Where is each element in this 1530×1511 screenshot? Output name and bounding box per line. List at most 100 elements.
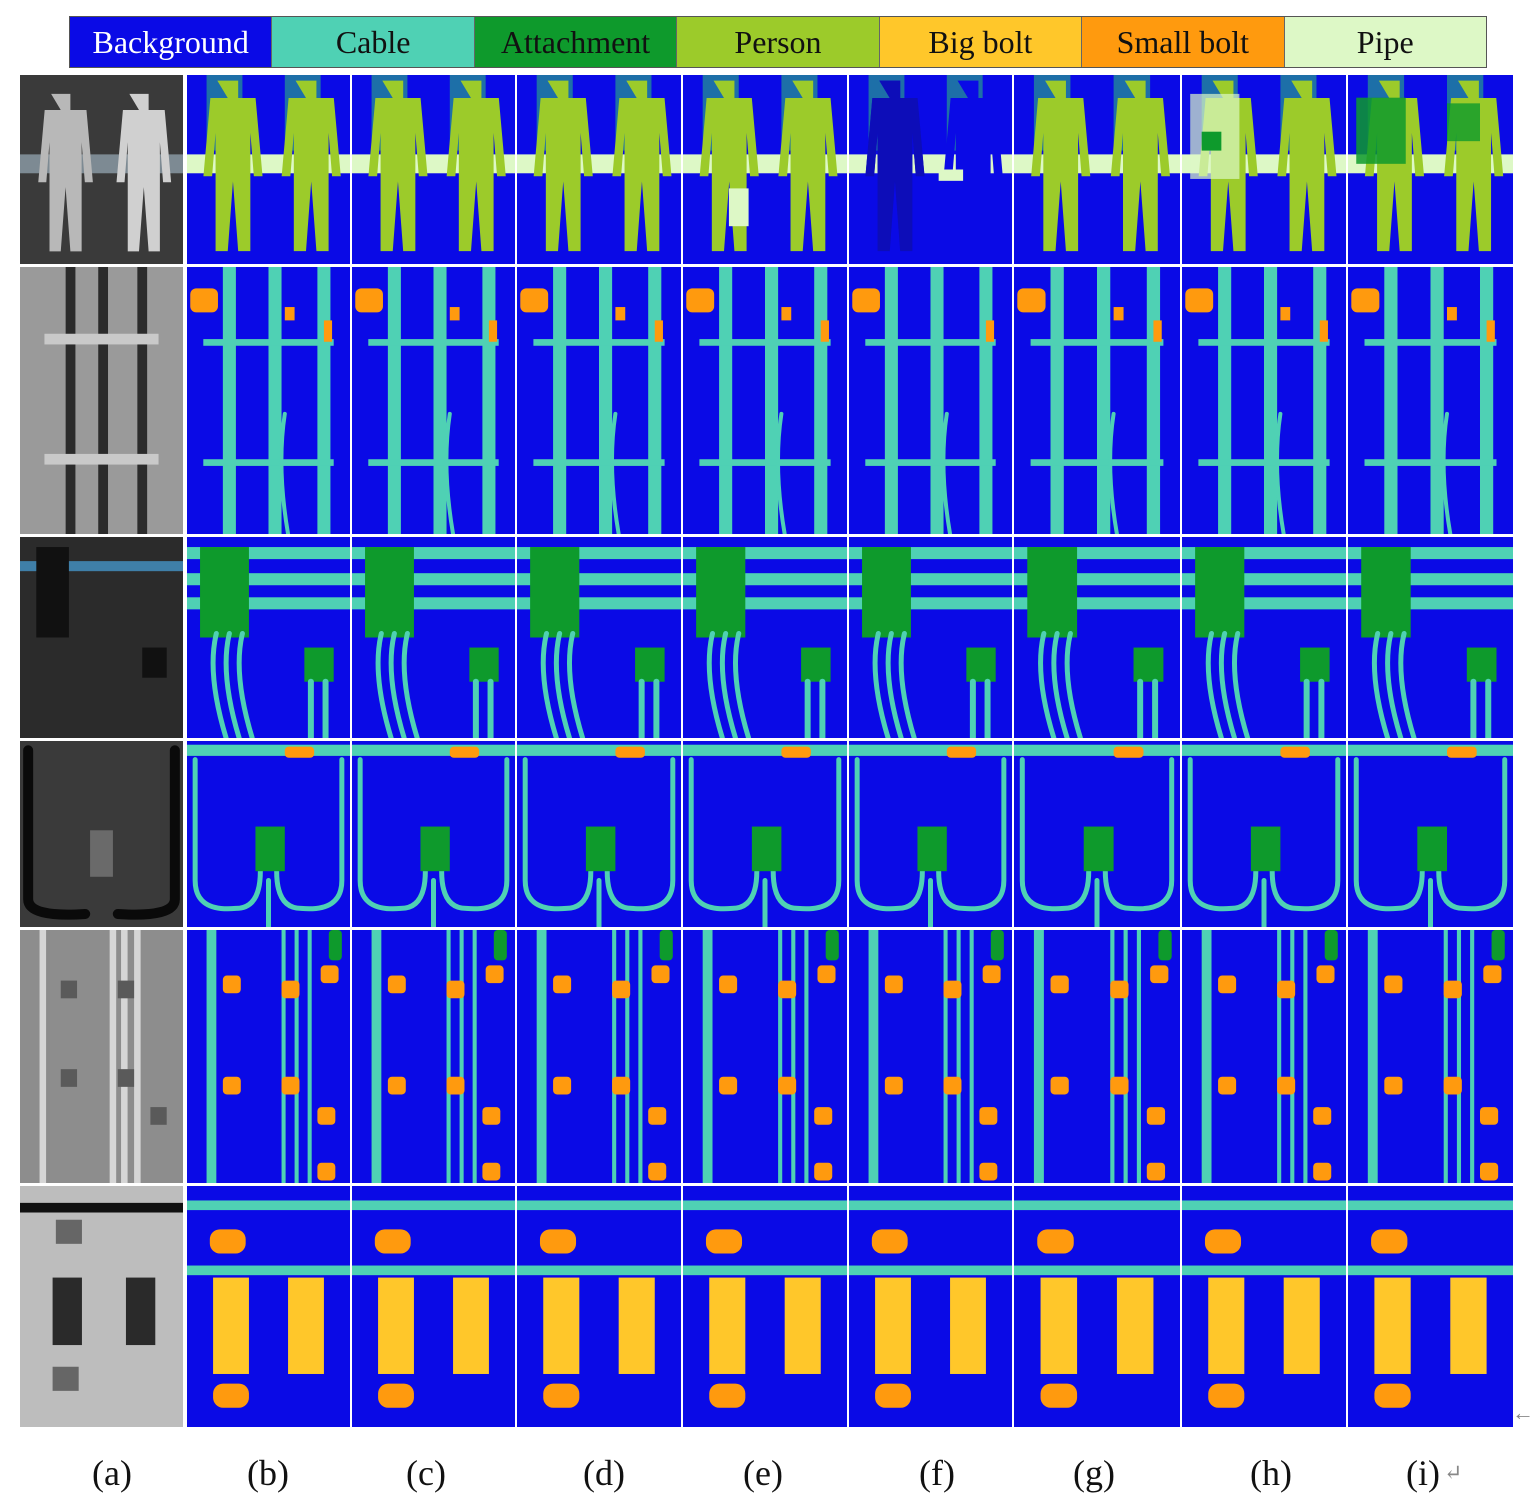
segmentation-mask-graphic bbox=[517, 267, 681, 534]
segmentation-result bbox=[1348, 75, 1513, 264]
segmentation-result bbox=[517, 930, 681, 1183]
segmentation-mask-graphic bbox=[187, 267, 350, 534]
segmentation-result bbox=[517, 267, 681, 534]
segmentation-mask-graphic bbox=[683, 930, 847, 1183]
segmentation-mask-graphic bbox=[517, 75, 681, 264]
column-caption: (c) bbox=[406, 1452, 446, 1494]
segmentation-result bbox=[849, 930, 1012, 1183]
legend-item-big-bolt: Big bolt bbox=[880, 17, 1082, 67]
segmentation-mask-graphic bbox=[1182, 267, 1346, 534]
input-image-graphic bbox=[20, 537, 183, 738]
segmentation-mask-graphic bbox=[1014, 537, 1180, 738]
segmentation-result bbox=[1182, 75, 1346, 264]
column-caption: (d) bbox=[583, 1452, 625, 1494]
segmentation-mask-graphic bbox=[1348, 1186, 1513, 1427]
segmentation-result bbox=[849, 537, 1012, 738]
segmentation-result bbox=[683, 537, 847, 738]
legend-item-background: Background bbox=[70, 17, 272, 67]
segmentation-result bbox=[1182, 537, 1346, 738]
input-image bbox=[20, 930, 183, 1183]
segmentation-mask-graphic bbox=[187, 75, 350, 264]
segmentation-mask-graphic bbox=[1182, 930, 1346, 1183]
input-image bbox=[20, 741, 183, 927]
segmentation-mask-graphic bbox=[187, 930, 350, 1183]
segmentation-mask-graphic bbox=[1348, 267, 1513, 534]
segmentation-mask-graphic bbox=[1014, 75, 1180, 264]
segmentation-result bbox=[1182, 1186, 1346, 1427]
segmentation-mask-graphic bbox=[1348, 930, 1513, 1183]
column-caption: (f) bbox=[919, 1452, 955, 1494]
input-image-graphic bbox=[20, 75, 183, 264]
scene-row-5 bbox=[20, 930, 1513, 1183]
segmentation-result bbox=[187, 537, 350, 738]
scene-row-4 bbox=[20, 741, 1513, 927]
segmentation-result bbox=[1182, 930, 1346, 1183]
segmentation-result bbox=[683, 930, 847, 1183]
segmentation-mask-graphic bbox=[683, 1186, 847, 1427]
segmentation-mask-graphic bbox=[1014, 930, 1180, 1183]
segmentation-result bbox=[683, 1186, 847, 1427]
scene-row-1 bbox=[20, 75, 1513, 264]
segmentation-mask-graphic bbox=[849, 537, 1012, 738]
segmentation-mask-graphic bbox=[1182, 741, 1346, 927]
segmentation-result bbox=[1014, 1186, 1180, 1427]
segmentation-mask-graphic bbox=[352, 930, 515, 1183]
column-caption: (a) bbox=[92, 1452, 132, 1494]
segmentation-result bbox=[683, 75, 847, 264]
segmentation-mask-graphic bbox=[683, 267, 847, 534]
input-image bbox=[20, 75, 183, 264]
segmentation-mask-graphic bbox=[1182, 75, 1346, 264]
input-image bbox=[20, 1186, 183, 1427]
scene-row-3 bbox=[20, 537, 1513, 738]
segmentation-mask-graphic bbox=[849, 930, 1012, 1183]
segmentation-mask-graphic bbox=[683, 741, 847, 927]
segmentation-result bbox=[187, 1186, 350, 1427]
segmentation-mask-graphic bbox=[1014, 267, 1180, 534]
segmentation-result bbox=[1348, 537, 1513, 738]
segmentation-mask-graphic bbox=[1014, 741, 1180, 927]
segmentation-result bbox=[1348, 1186, 1513, 1427]
segmentation-result bbox=[1182, 267, 1346, 534]
segmentation-result bbox=[517, 75, 681, 264]
segmentation-result bbox=[187, 930, 350, 1183]
segmentation-result bbox=[187, 75, 350, 264]
segmentation-mask-graphic bbox=[517, 930, 681, 1183]
segmentation-mask-graphic bbox=[683, 537, 847, 738]
segmentation-result bbox=[1348, 267, 1513, 534]
column-caption: (b) bbox=[247, 1452, 289, 1494]
legend-item-cable: Cable bbox=[272, 17, 474, 67]
segmentation-result bbox=[352, 1186, 515, 1427]
segmentation-mask-graphic bbox=[1182, 537, 1346, 738]
segmentation-mask-graphic bbox=[187, 1186, 350, 1427]
segmentation-mask-graphic bbox=[517, 537, 681, 738]
segmentation-result bbox=[1014, 267, 1180, 534]
segmentation-mask-graphic bbox=[1348, 741, 1513, 927]
segmentation-result bbox=[849, 75, 1012, 264]
input-image-graphic bbox=[20, 267, 183, 534]
column-caption: (h) bbox=[1250, 1452, 1292, 1494]
legend-item-attachment: Attachment bbox=[475, 17, 677, 67]
segmentation-mask-graphic bbox=[683, 75, 847, 264]
segmentation-result bbox=[849, 267, 1012, 534]
segmentation-result bbox=[1014, 537, 1180, 738]
segmentation-mask-graphic bbox=[187, 741, 350, 927]
segmentation-mask-graphic bbox=[1182, 1186, 1346, 1427]
segmentation-result bbox=[849, 741, 1012, 927]
segmentation-result bbox=[1182, 741, 1346, 927]
segmentation-result bbox=[1014, 930, 1180, 1183]
segmentation-result bbox=[849, 1186, 1012, 1427]
return-mark-icon: ↵ bbox=[1444, 1460, 1462, 1486]
segmentation-result bbox=[352, 741, 515, 927]
input-image-graphic bbox=[20, 741, 183, 927]
segmentation-mask-graphic bbox=[352, 741, 515, 927]
scene-row-2 bbox=[20, 267, 1513, 534]
input-image-graphic bbox=[20, 1186, 183, 1427]
segmentation-result bbox=[352, 267, 515, 534]
segmentation-mask-graphic bbox=[517, 741, 681, 927]
segmentation-mask-graphic bbox=[1348, 537, 1513, 738]
segmentation-mask-graphic bbox=[849, 267, 1012, 534]
legend-item-pipe: Pipe bbox=[1285, 17, 1486, 67]
segmentation-result bbox=[187, 267, 350, 534]
segmentation-mask-graphic bbox=[849, 741, 1012, 927]
segmentation-mask-graphic bbox=[352, 75, 515, 264]
